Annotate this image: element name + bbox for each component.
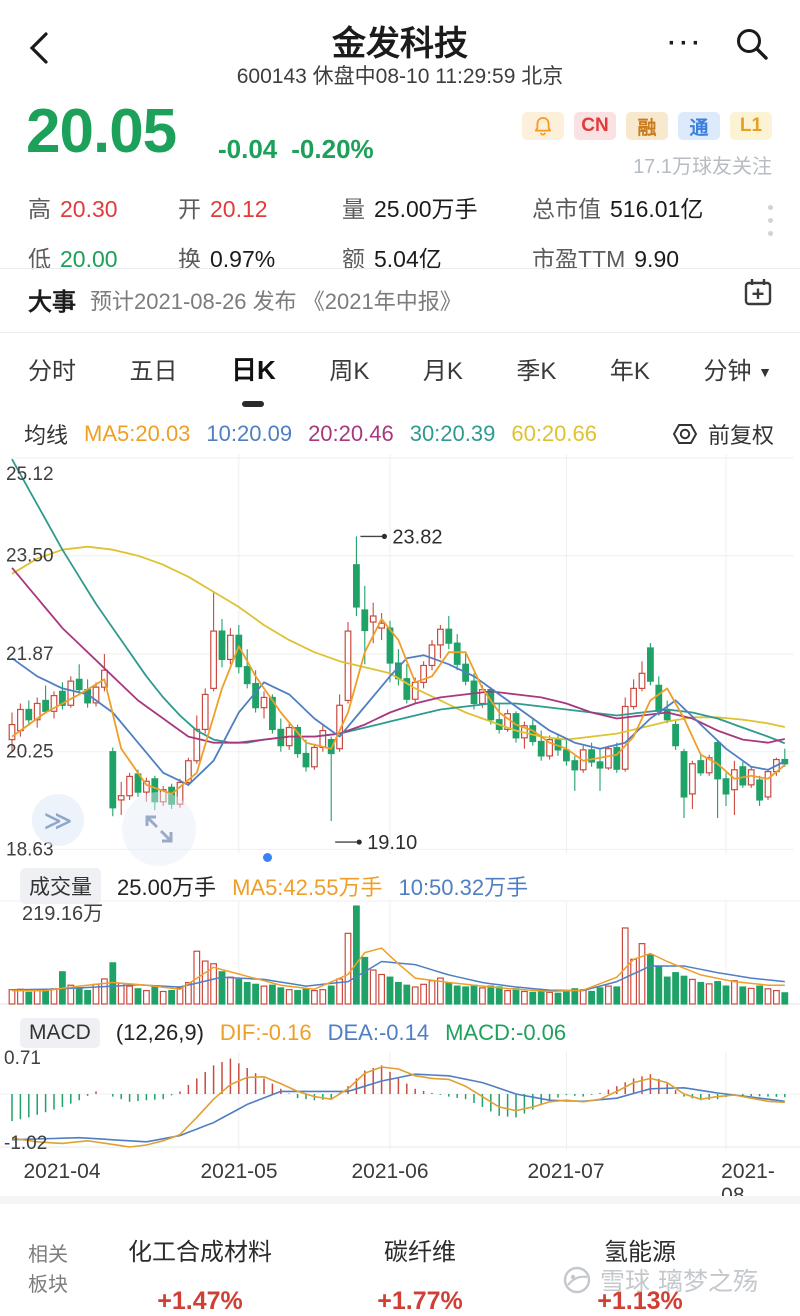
stat-turnover: 换 0.97% (178, 246, 276, 272)
ma60-value: 60:20.66 (511, 421, 597, 446)
candlestick-chart[interactable]: 25.12 23.50 21.87 20.25 18.63 23.82 19.10 (0, 450, 800, 862)
change-amount: -0.04 (218, 134, 278, 164)
stat-amount: 额 5.04亿 (342, 246, 442, 272)
macd-legend: MACD (12,26,9) DIF:-0.16 DEA:-0.14 MACD:… (20, 1018, 566, 1048)
volume-value: 25.00万手 (117, 875, 217, 900)
back-icon[interactable] (26, 30, 52, 66)
price-change: -0.04 -0.20% (218, 134, 388, 165)
tab-daily-k[interactable]: 日K (231, 350, 276, 393)
ma10-value: 10:20.09 (206, 421, 293, 446)
dif-value: DIF:-0.16 (219, 1020, 312, 1045)
svg-text:18.63: 18.63 (6, 839, 54, 860)
bell-icon[interactable] (522, 112, 564, 140)
tab-five-day[interactable]: 五日 (129, 358, 178, 385)
macd-chart[interactable]: 0.71 -1.02 (0, 1048, 800, 1154)
expand-arrows-button[interactable] (122, 792, 196, 866)
current-price: 20.05 (26, 97, 177, 166)
tab-minute-line[interactable]: 分时 (28, 358, 76, 385)
period-tabs: 分时 五日 日K 周K 月K 季K 年K 分钟 ▼ (28, 350, 772, 393)
related-sectors-label: 相关 板块 (28, 1244, 68, 1296)
tab-yearly-k[interactable]: 年K (609, 358, 650, 385)
adjust-mode-button[interactable]: 前复权 (672, 418, 774, 450)
x-tick: 2021-06 (351, 1160, 429, 1183)
sector-item-chemical[interactable]: 化工合成材料 +1.47% (128, 1239, 272, 1315)
volume-canvas: 219.16万 (0, 900, 800, 1005)
badge-cn: CN (574, 112, 616, 140)
tab-monthly-k[interactable]: 月K (422, 358, 463, 385)
svg-text:25.12: 25.12 (6, 464, 54, 485)
more-menu-icon[interactable]: ··· (668, 30, 704, 57)
ma5-value: MA5:20.03 (84, 421, 191, 446)
divider (0, 332, 800, 333)
event-text: 预计2021-08-26 发布 《2021年中报》 (90, 288, 462, 314)
stat-pe: 市盈TTM 9.90 (532, 246, 680, 272)
sector-item-hydrogen[interactable]: 氢能源 +1.13% (597, 1239, 683, 1315)
search-icon[interactable] (734, 26, 770, 62)
stock-status-subtitle: 600143 休盘中08-10 11:29:59 北京 (236, 65, 564, 88)
event-label: 大事 (28, 289, 76, 316)
volume-ma10: 10:50.32万手 (398, 875, 529, 900)
macd-chip[interactable]: MACD (20, 1018, 100, 1048)
ma30-value: 30:20.39 (409, 421, 496, 446)
ma-legend: 均线 MA5:20.03 10:20.09 20:20.46 30:20.39 … (24, 418, 597, 450)
dea-value: DEA:-0.14 (327, 1020, 430, 1045)
tab-minutes-dropdown[interactable]: 分钟 ▼ (703, 358, 772, 385)
stat-high: 高 20.30 (28, 196, 118, 222)
tab-quarterly-k[interactable]: 季K (516, 358, 557, 385)
volume-legend: 成交量 25.00万手 MA5:42.55万手 10:50.32万手 (20, 868, 528, 904)
adjust-mode-label: 前复权 (707, 423, 774, 448)
volume-chip[interactable]: 成交量 (20, 868, 101, 904)
svg-text:19.10: 19.10 (367, 832, 417, 854)
stats-pager-dots[interactable] (768, 197, 774, 244)
major-event-row[interactable]: 大事 预计2021-08-26 发布 《2021年中报》 (28, 282, 462, 317)
quote-stats: 高 20.30 开 20.12 量 25.00万手 总市值 516.01亿 低 20.00… (28, 190, 748, 274)
page-title: 金发科技 (332, 25, 468, 63)
badge-l1: L1 (730, 112, 772, 140)
badge-row: CN 融 通 L1 (522, 112, 772, 140)
x-tick: 2021-05 (200, 1160, 278, 1183)
x-axis-labels: 2021-04 2021-05 2021-06 2021-07 2021-08 (0, 1160, 800, 1207)
kline-canvas: 25.12 23.50 21.87 20.25 18.63 23.82 19.10 (6, 454, 794, 860)
stat-low: 低 20.00 (28, 246, 118, 272)
volume-chart[interactable]: 219.16万 (0, 898, 800, 1014)
sector-item-carbonfiber[interactable]: 碳纤维 +1.77% (377, 1239, 463, 1315)
svg-text:0.71: 0.71 (4, 1050, 41, 1069)
svg-text:23.50: 23.50 (6, 546, 54, 567)
volume-ma5: MA5:42.55万手 (232, 875, 383, 900)
scroll-right-button[interactable]: ≫ (32, 794, 84, 846)
badge-tong: 通 (678, 112, 720, 140)
macd-value: MACD:-0.06 (445, 1020, 567, 1045)
snowball-logo-icon (563, 1266, 591, 1294)
followers-count: 17.1万球友关注 (633, 156, 772, 178)
section-separator (0, 1196, 800, 1204)
diagonal-arrows-icon (145, 815, 173, 843)
svg-text:20.25: 20.25 (6, 742, 54, 763)
stat-open: 开 20.12 (178, 196, 268, 222)
svg-text:21.87: 21.87 (6, 644, 54, 665)
cursor-dot (263, 853, 272, 862)
divider (0, 268, 800, 269)
badge-rong: 融 (626, 112, 668, 140)
stat-volume: 量 25.00万手 (342, 196, 478, 222)
calendar-add-icon[interactable] (742, 276, 774, 308)
change-percent: -0.20% (291, 134, 374, 164)
svg-text:219.16万: 219.16万 (22, 903, 103, 925)
settings-hexagon-icon (672, 424, 698, 444)
x-tick: 2021-04 (23, 1160, 101, 1183)
macd-canvas: 0.71 -1.02 (0, 1048, 800, 1154)
stat-marketcap: 总市值 516.01亿 (532, 196, 704, 222)
chevron-down-icon: ▼ (758, 364, 772, 380)
x-tick: 2021-07 (527, 1160, 605, 1183)
svg-text:-1.02: -1.02 (4, 1133, 47, 1153)
ma-legend-title: 均线 (24, 423, 69, 448)
macd-params: (12,26,9) (115, 1020, 204, 1045)
tab-weekly-k[interactable]: 周K (329, 358, 370, 385)
svg-text:23.82: 23.82 (392, 526, 442, 548)
ma20-value: 20:20.46 (308, 421, 394, 446)
